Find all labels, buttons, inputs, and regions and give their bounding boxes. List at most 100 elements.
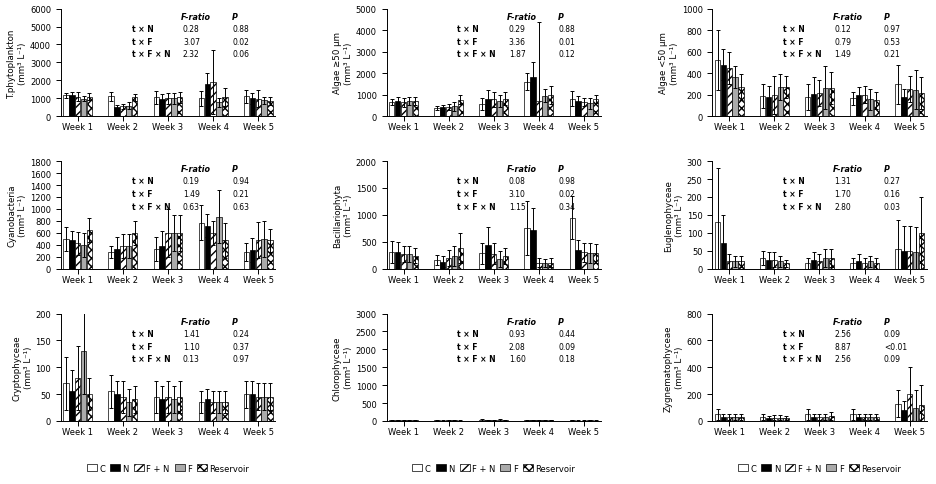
Text: 0.06: 0.06 [232, 50, 249, 60]
Bar [850, 99, 856, 117]
Text: t × N: t × N [132, 25, 154, 34]
Text: 0.29: 0.29 [509, 25, 526, 34]
Bar [406, 254, 412, 269]
Bar [817, 94, 822, 117]
Text: F-ratio: F-ratio [506, 317, 536, 326]
Text: F-ratio: F-ratio [506, 13, 536, 22]
Text: t × F: t × F [783, 190, 803, 198]
Text: 0.88: 0.88 [232, 25, 249, 34]
Bar [581, 103, 587, 117]
Bar [783, 418, 789, 421]
Bar [109, 392, 114, 421]
Text: 2.56: 2.56 [835, 355, 852, 363]
Bar [503, 257, 508, 269]
Text: t × N: t × N [783, 177, 805, 186]
Text: t × N: t × N [132, 329, 154, 338]
Text: 0.21: 0.21 [884, 50, 900, 60]
Bar [896, 404, 900, 421]
Bar [120, 397, 125, 421]
Bar [873, 264, 879, 269]
Bar [171, 400, 177, 421]
Bar [159, 400, 165, 421]
Text: 3.10: 3.10 [509, 190, 526, 198]
Bar [154, 98, 159, 117]
Text: 0.02: 0.02 [558, 190, 575, 198]
Text: P: P [232, 317, 238, 326]
Bar [198, 223, 204, 269]
Bar [177, 233, 183, 269]
Bar [766, 260, 771, 269]
Bar [109, 253, 114, 269]
Bar [256, 241, 261, 269]
Y-axis label: Cyanobacteria
(mm³ L⁻¹): Cyanobacteria (mm³ L⁻¹) [7, 184, 27, 246]
Text: <0.01: <0.01 [884, 342, 907, 351]
Y-axis label: Euglenophyceae
(mm³ L⁻¹): Euglenophyceae (mm³ L⁻¹) [664, 180, 684, 251]
Text: P: P [558, 165, 563, 174]
Text: P: P [884, 13, 889, 22]
Bar [873, 417, 879, 421]
Y-axis label: Algae ≥50 μm
(mm³ L⁻¹): Algae ≥50 μm (mm³ L⁻¹) [333, 32, 353, 94]
Bar [126, 106, 131, 117]
Bar [479, 105, 485, 117]
Bar [222, 98, 227, 117]
Text: 0.44: 0.44 [558, 329, 575, 338]
Text: 3.07: 3.07 [183, 38, 200, 46]
Bar [491, 254, 496, 269]
Text: t × F × N: t × F × N [458, 50, 496, 60]
Text: 0.16: 0.16 [884, 190, 900, 198]
Bar [856, 262, 861, 269]
Bar [440, 262, 446, 269]
Bar [732, 417, 738, 421]
Bar [166, 397, 170, 421]
Bar [811, 94, 816, 117]
Text: 2.08: 2.08 [509, 342, 525, 351]
Text: 0.97: 0.97 [232, 355, 249, 363]
Bar [177, 98, 183, 117]
Text: t × F × N: t × F × N [783, 202, 822, 212]
Bar [401, 420, 406, 421]
Bar [856, 96, 861, 117]
Bar [907, 394, 913, 421]
Bar [732, 78, 738, 117]
Bar [401, 103, 406, 117]
Text: P: P [232, 13, 238, 22]
Text: 1.49: 1.49 [835, 50, 852, 60]
Text: 0.79: 0.79 [835, 38, 852, 46]
Bar [211, 402, 216, 421]
Bar [919, 233, 924, 269]
Bar [828, 258, 834, 269]
Bar [828, 416, 834, 421]
Text: 0.09: 0.09 [884, 355, 900, 363]
Text: t × F: t × F [132, 38, 152, 46]
Bar [873, 101, 879, 117]
Bar [261, 397, 267, 421]
Bar [222, 241, 227, 269]
Bar [739, 417, 744, 421]
Bar [593, 100, 598, 117]
Bar [576, 102, 581, 117]
Bar [75, 378, 80, 421]
Text: 1.41: 1.41 [183, 329, 199, 338]
Bar [198, 402, 204, 421]
Text: 1.60: 1.60 [509, 355, 526, 363]
Text: F-ratio: F-ratio [181, 13, 211, 22]
Bar [805, 98, 811, 117]
Bar [154, 397, 159, 421]
Text: t × F: t × F [132, 342, 152, 351]
Bar [80, 99, 86, 117]
Text: t × F × N: t × F × N [458, 202, 496, 212]
Bar [524, 83, 530, 117]
Text: 8.87: 8.87 [835, 342, 851, 351]
Bar [907, 90, 913, 117]
Bar [132, 233, 138, 269]
Bar [569, 100, 575, 117]
Text: 0.02: 0.02 [232, 38, 249, 46]
Bar [536, 102, 542, 117]
Bar [243, 97, 249, 117]
Bar [114, 249, 120, 269]
Bar [739, 88, 744, 117]
Bar [732, 262, 738, 269]
Bar [395, 102, 401, 117]
Bar [503, 420, 508, 421]
Legend: C, N, F + N, F, Reservoir: C, N, F + N, F, Reservoir [86, 464, 249, 473]
